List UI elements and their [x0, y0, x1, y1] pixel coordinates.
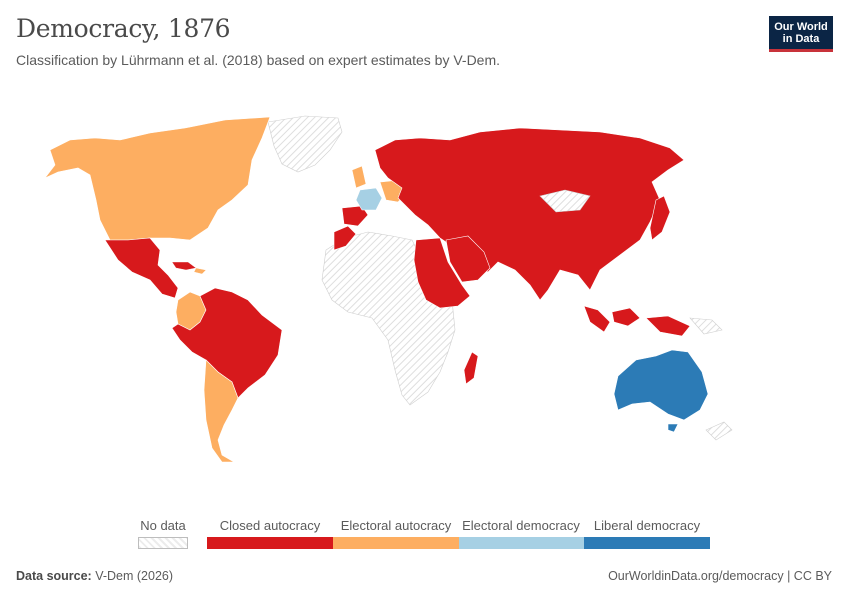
- map-region-eurasia[interactable]: [374, 127, 685, 301]
- legend-swatch-electoral-autocracy[interactable]: [333, 537, 459, 549]
- logo-line-2: in Data: [782, 33, 820, 45]
- data-source-label: Data source:: [16, 569, 92, 583]
- map-region-mexico-central-america[interactable]: [104, 237, 179, 299]
- map-region-north-east-africa[interactable]: [413, 237, 471, 309]
- legend-label-electoral-democracy: Electoral democracy: [462, 518, 580, 533]
- legend-swatch-electoral-democracy[interactable]: [459, 537, 584, 549]
- legend-label-no-data: No data: [140, 518, 186, 533]
- map-region-north-west-africa[interactable]: [333, 225, 357, 251]
- data-source-value: V-Dem (2026): [95, 569, 174, 583]
- map-region-arabia[interactable]: [445, 235, 491, 283]
- map-region-tasmania[interactable]: [667, 423, 679, 433]
- legend-swatch-liberal-democracy[interactable]: [584, 537, 710, 549]
- chart-title: Democracy, 1876: [16, 14, 231, 43]
- map-region-north-america[interactable]: [44, 116, 271, 241]
- map-region-madagascar[interactable]: [463, 351, 479, 385]
- source-link[interactable]: OurWorldinData.org/democracy | CC BY: [608, 569, 832, 583]
- world-map[interactable]: [0, 90, 850, 510]
- map-region-pacific-no-data[interactable]: [689, 317, 733, 441]
- legend-swatch-closed-autocracy[interactable]: [207, 537, 333, 549]
- chart-subtitle: Classification by Lührmann et al. (2018)…: [16, 52, 501, 68]
- map-region-southern-cone[interactable]: [203, 359, 239, 463]
- map-region-australia[interactable]: [613, 349, 709, 421]
- map-region-caribbean-east[interactable]: [193, 267, 207, 275]
- legend-swatch-no-data[interactable]: [138, 537, 188, 549]
- logo-line-1: Our World: [774, 21, 828, 33]
- map-region-iberia[interactable]: [341, 205, 369, 227]
- map-region-japan[interactable]: [649, 195, 671, 241]
- map-region-southeast-asia[interactable]: [583, 305, 691, 337]
- map-region-france[interactable]: [355, 187, 383, 211]
- map-legend: No data Closed autocracy Electoral autoc…: [0, 510, 850, 560]
- map-region-caribbean[interactable]: [171, 261, 197, 271]
- owid-logo[interactable]: Our World in Data: [769, 16, 833, 52]
- data-source: Data source: V-Dem (2026): [16, 569, 173, 583]
- legend-label-closed-autocracy: Closed autocracy: [219, 518, 321, 533]
- legend-label-electoral-autocracy: Electoral autocracy: [340, 518, 452, 533]
- legend-label-liberal-democracy: Liberal democracy: [593, 518, 701, 533]
- map-region-greenland[interactable]: [267, 115, 343, 173]
- map-region-central-asia-no-data[interactable]: [539, 189, 591, 213]
